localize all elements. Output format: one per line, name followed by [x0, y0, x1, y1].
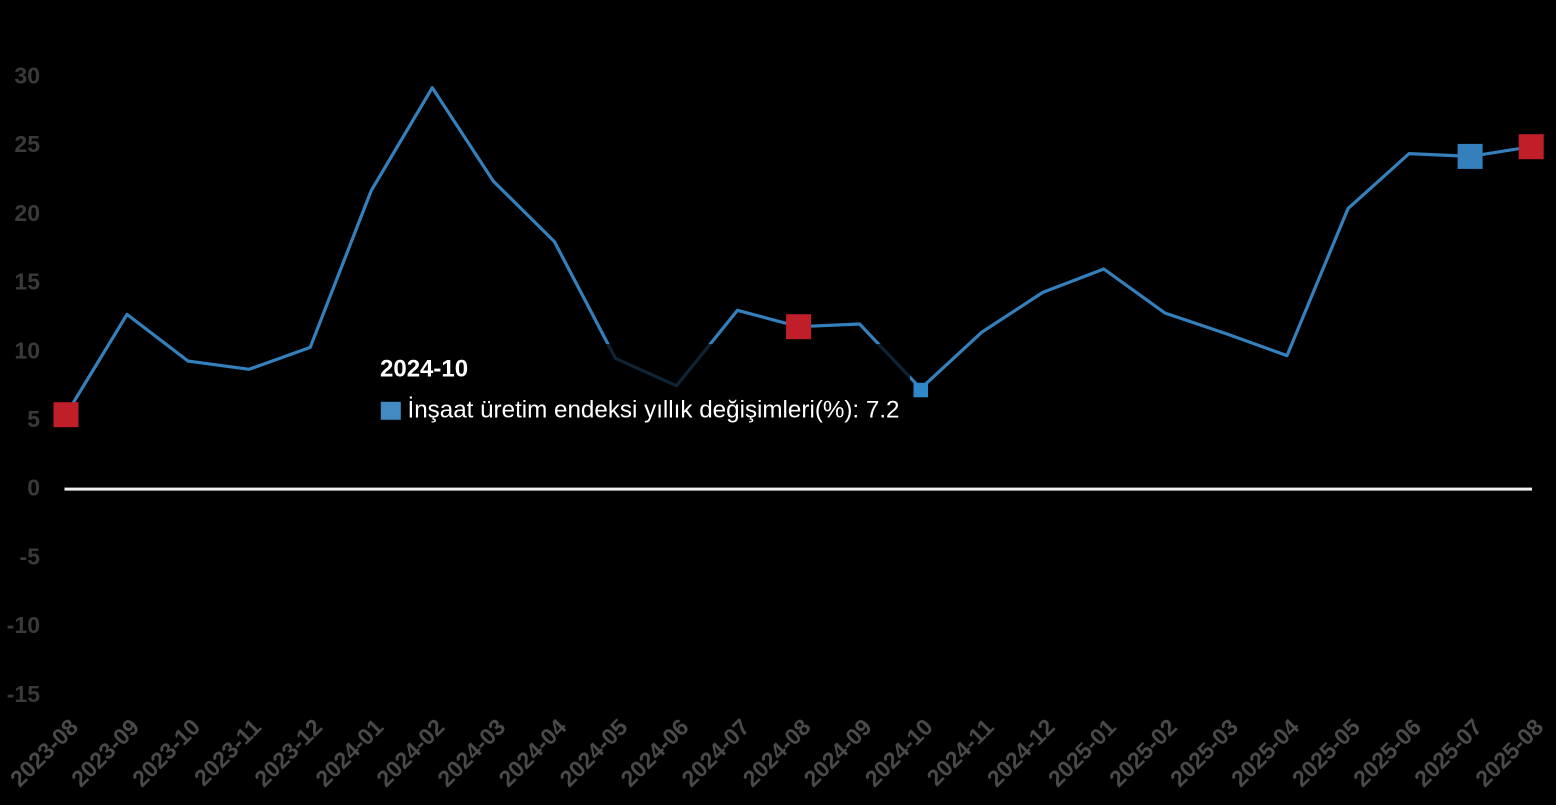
svg-text:-5: -5: [20, 543, 41, 569]
svg-text:İnşaat üretim endeksi yıllık d: İnşaat üretim endeksi yıllık değişimleri…: [408, 397, 900, 424]
svg-text:30: 30: [14, 63, 40, 89]
svg-text:15: 15: [14, 269, 40, 295]
svg-text:2024-10: 2024-10: [380, 355, 468, 382]
svg-text:25: 25: [14, 131, 40, 157]
svg-text:20: 20: [14, 200, 40, 226]
svg-text:5: 5: [27, 406, 40, 432]
svg-text:-10: -10: [7, 612, 40, 638]
svg-text:0: 0: [27, 475, 40, 501]
svg-text:10: 10: [14, 337, 40, 363]
svg-text:-15: -15: [7, 681, 40, 707]
